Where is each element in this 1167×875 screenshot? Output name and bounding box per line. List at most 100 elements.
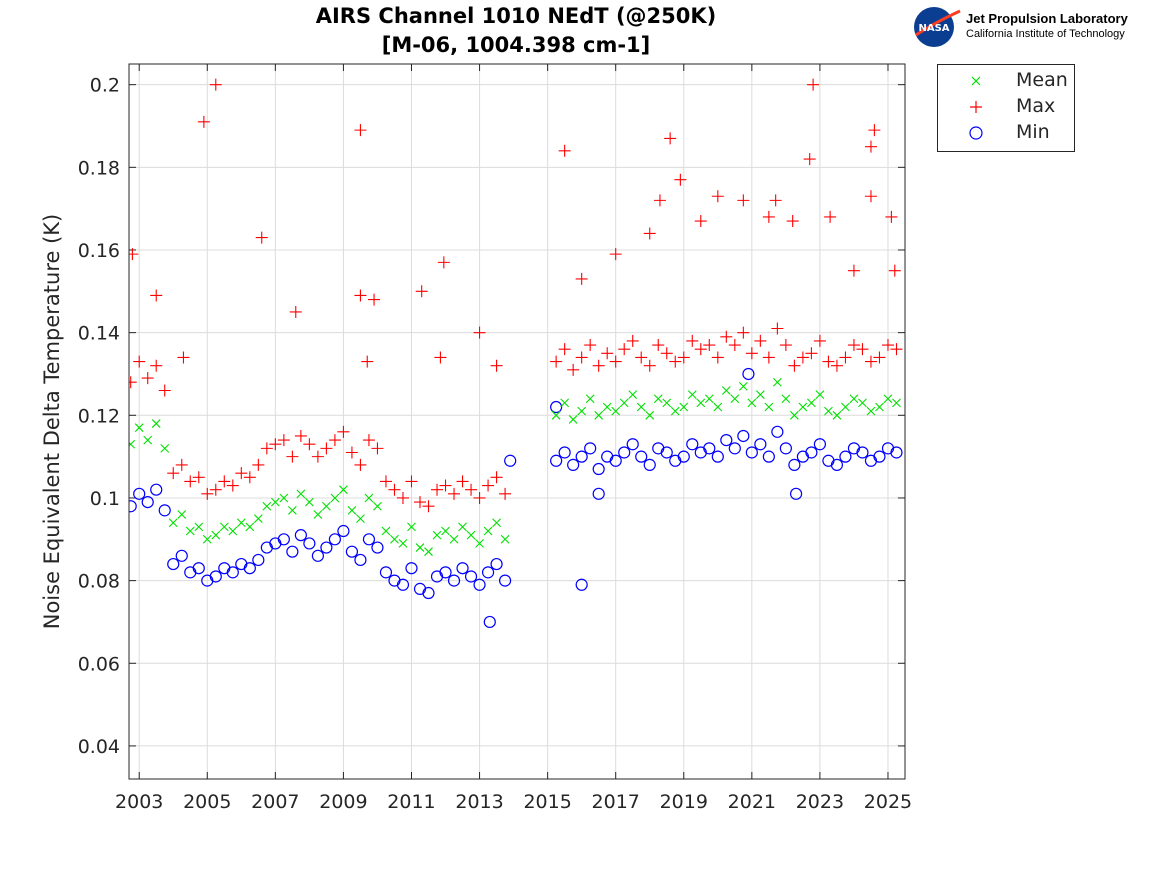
x-tick-label: 2011 — [387, 791, 435, 813]
max-point — [437, 256, 450, 269]
min-point — [771, 425, 784, 438]
mean-point — [143, 435, 153, 445]
max-point — [184, 475, 197, 488]
min-point — [371, 541, 384, 554]
min-point — [277, 533, 290, 546]
mean-point — [866, 406, 876, 416]
jpl-logo: NASA Jet Propulsion Laboratory Californi… — [912, 5, 1162, 49]
max-point — [197, 115, 210, 128]
min-point — [805, 446, 818, 459]
max-point — [550, 355, 563, 368]
max-point — [303, 438, 316, 451]
max-point — [643, 227, 656, 240]
mean-point — [713, 402, 723, 412]
x-tick-label: 2017 — [592, 791, 640, 813]
min-point — [813, 438, 827, 451]
max-point — [558, 144, 571, 157]
min-point — [575, 450, 588, 463]
mean-point — [245, 522, 255, 532]
mean-point — [841, 402, 850, 412]
chart-title-line2: [M-06, 1004.398 cm-1] — [381, 33, 651, 57]
mean-point — [585, 394, 595, 404]
min-point — [728, 442, 741, 455]
max-point — [864, 190, 877, 203]
max-point — [269, 438, 282, 451]
min-point — [498, 574, 512, 587]
max-point — [664, 132, 677, 145]
max-point — [473, 491, 486, 504]
max-point — [129, 248, 139, 261]
max-point — [201, 487, 214, 500]
mean-point — [441, 526, 450, 536]
max-point — [856, 343, 869, 356]
mean-point — [134, 423, 144, 433]
nasa-meatball-icon: NASA — [914, 7, 961, 47]
max-point — [754, 334, 767, 347]
mean-point — [594, 410, 604, 420]
max-point — [694, 215, 707, 228]
min-point — [379, 566, 393, 579]
max-point — [881, 339, 894, 352]
max-point — [653, 194, 666, 207]
legend-label: Min — [1016, 121, 1050, 143]
min-point — [856, 446, 869, 459]
min-point — [328, 533, 342, 546]
y-tick-label: 0.16 — [78, 240, 120, 262]
min-point — [447, 574, 461, 587]
max-point — [839, 351, 852, 364]
mean-point — [883, 394, 893, 404]
max-point — [584, 339, 597, 352]
mean-point — [458, 522, 467, 532]
mean-point — [755, 390, 765, 400]
min-point — [830, 458, 844, 471]
mean-point — [194, 522, 204, 532]
max-point — [762, 210, 775, 223]
max-point — [405, 475, 418, 488]
max-point — [371, 442, 384, 455]
x-tick-label: 2023 — [796, 791, 844, 813]
min-point — [609, 454, 622, 467]
max-point — [415, 285, 428, 298]
min-point — [754, 438, 767, 451]
max-point — [129, 376, 137, 389]
min-point — [354, 553, 367, 567]
max-point — [686, 334, 699, 347]
max-point — [885, 210, 898, 223]
mean-point — [560, 398, 570, 408]
max-point — [368, 293, 381, 306]
mean-point — [202, 534, 212, 544]
min-point — [473, 578, 486, 591]
x-tick-label: 2015 — [523, 791, 571, 813]
mean-point — [262, 501, 272, 511]
max-point — [354, 124, 367, 137]
x-tick-label: 2021 — [728, 791, 776, 813]
min-point — [558, 446, 571, 459]
min-point — [890, 446, 903, 459]
y-tick-label: 0.06 — [78, 653, 120, 675]
max-point — [847, 339, 860, 352]
min-point — [711, 450, 724, 463]
mean-point — [330, 493, 340, 503]
max-point — [558, 343, 571, 356]
legend-item-mean: Mean — [938, 68, 1074, 94]
mean-point — [185, 526, 195, 536]
max-point — [141, 372, 154, 385]
mean-point — [500, 534, 510, 544]
max-point — [177, 351, 190, 364]
max-point — [150, 289, 163, 302]
circle-marker-icon — [969, 126, 983, 140]
max-point — [482, 479, 495, 492]
y-tick-label: 0.14 — [78, 323, 120, 345]
mean-point — [636, 402, 646, 412]
max-point — [737, 326, 750, 339]
mean-point — [781, 394, 791, 404]
min-point — [550, 400, 563, 414]
max-point — [703, 339, 716, 352]
min-point — [243, 562, 256, 575]
max-point — [813, 334, 826, 347]
min-point — [362, 533, 376, 546]
max-point — [243, 471, 256, 484]
y-tick-label: 0.12 — [78, 405, 120, 427]
mean-point — [407, 522, 416, 532]
